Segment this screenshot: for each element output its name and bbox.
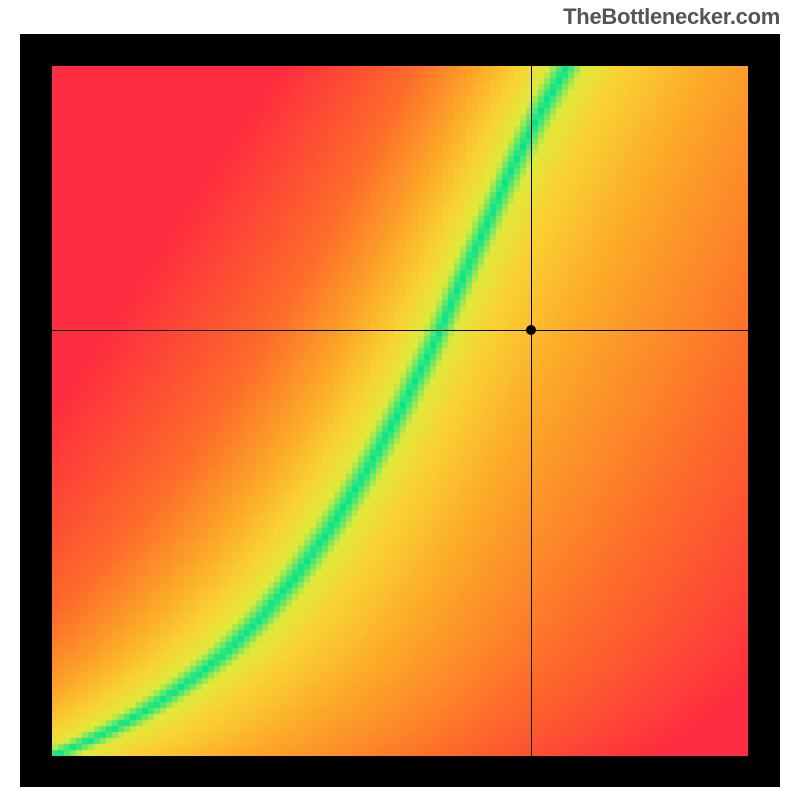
chart-container: TheBottlenecker.com <box>0 0 800 800</box>
crosshair-horizontal <box>52 330 748 331</box>
crosshair-vertical <box>531 66 532 756</box>
crosshair-point <box>526 325 536 335</box>
heatmap-canvas <box>52 66 748 756</box>
attribution-text: TheBottlenecker.com <box>563 4 780 30</box>
plot-area <box>52 66 748 756</box>
